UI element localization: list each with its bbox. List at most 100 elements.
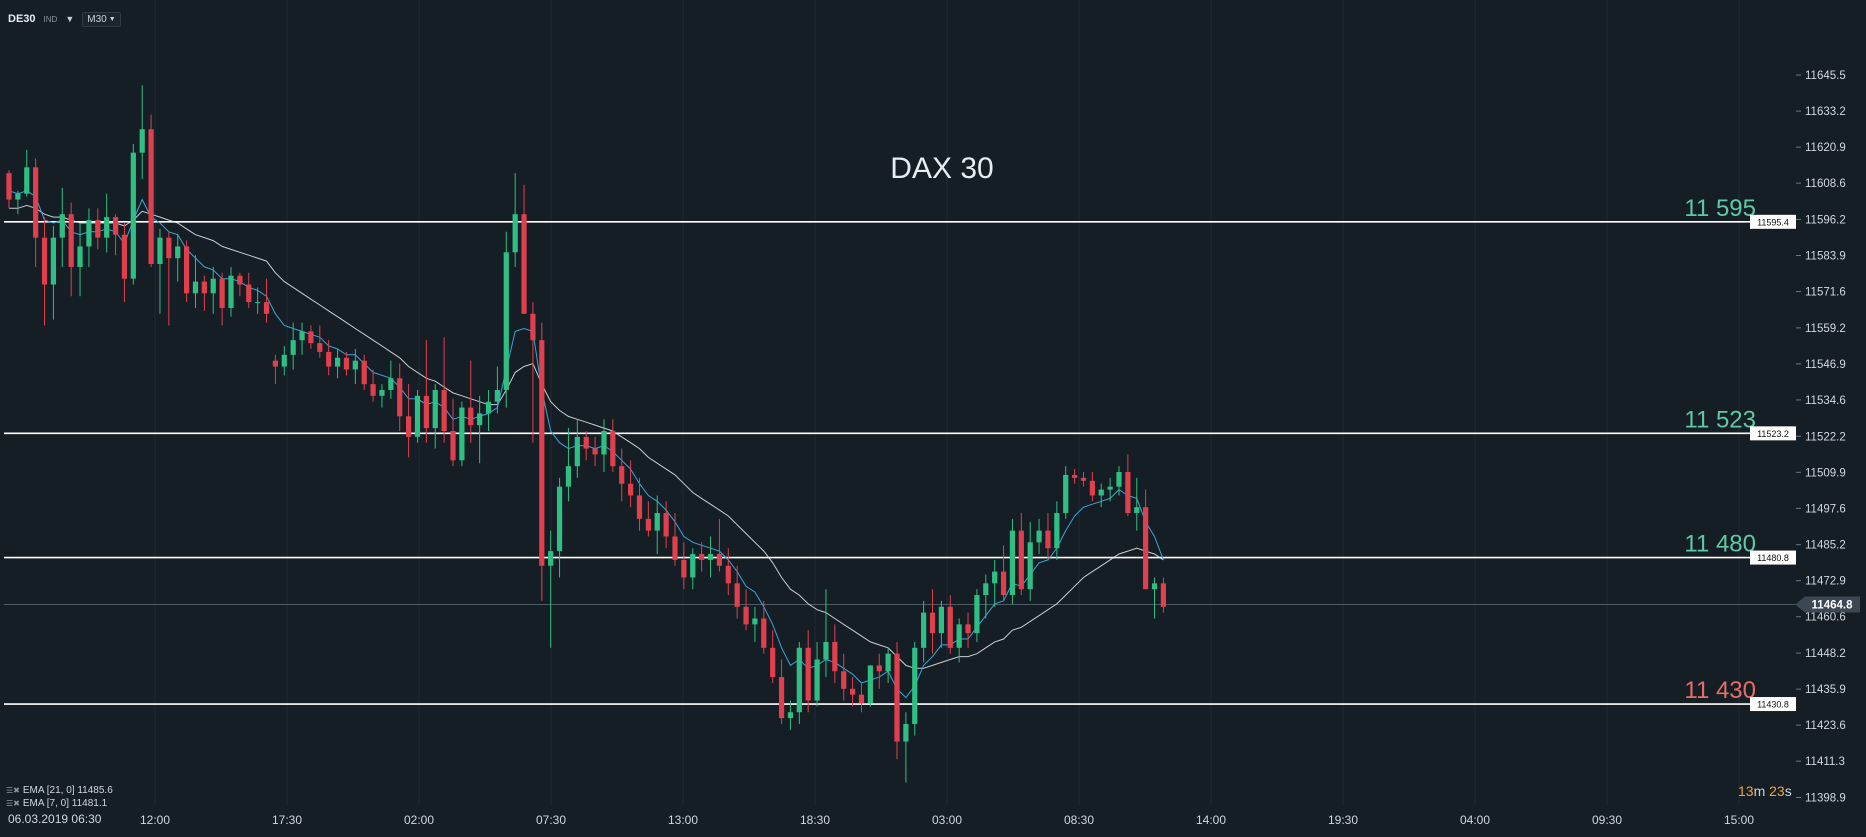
timeframe-button[interactable]: M30 ▼ — [82, 11, 121, 27]
candle-bearish — [734, 565, 740, 619]
candle-body — [104, 217, 110, 238]
candle-bearish — [672, 513, 678, 566]
time-tick-label: 02:00 — [404, 813, 434, 827]
time-tick-label: 18:30 — [800, 813, 830, 827]
candle-body — [707, 554, 714, 560]
candle-bearish — [272, 354, 278, 385]
candle-bullish — [1098, 483, 1104, 508]
level-tag — [1750, 697, 1796, 712]
candle-bullish — [334, 348, 341, 379]
candle-bearish — [246, 272, 252, 308]
candle-body — [912, 647, 918, 724]
candle-bearish — [521, 184, 527, 314]
candle-body — [317, 343, 323, 352]
level-tag — [1750, 426, 1796, 441]
symbol-label[interactable]: DE30 — [8, 13, 36, 25]
candle-bullish — [938, 600, 944, 648]
candle-body — [406, 416, 412, 437]
candle-body — [139, 129, 145, 153]
candle-bullish — [707, 536, 714, 578]
candle-bearish — [1089, 472, 1095, 502]
candle-body — [450, 431, 456, 461]
candle-body — [494, 389, 500, 402]
settings-icon[interactable]: ☰✖ — [6, 786, 20, 795]
candle-bullish — [1036, 518, 1042, 555]
candle-body — [1143, 507, 1149, 590]
candle-bearish — [725, 548, 731, 596]
candle-body — [334, 357, 341, 367]
market-dropdown-icon[interactable]: ▼ — [65, 14, 75, 24]
candle-bullish — [1063, 466, 1069, 519]
candle-body — [68, 214, 74, 267]
level-tag-text: 11595.4 — [1757, 217, 1789, 227]
candle-body — [672, 536, 678, 560]
candle-bearish — [1143, 489, 1149, 590]
candle-body — [1107, 486, 1113, 490]
candle-body — [255, 302, 261, 304]
candle-bearish — [663, 501, 669, 549]
candle-bearish — [894, 641, 900, 760]
candle-body — [805, 647, 811, 701]
level-tag — [1750, 550, 1796, 565]
candle-bullish — [130, 143, 136, 285]
candle-bullish — [1054, 501, 1060, 560]
candle-body — [645, 518, 651, 531]
candle-bearish — [166, 231, 172, 326]
candle-body — [1000, 571, 1007, 596]
candle-bearish — [263, 278, 270, 323]
candle-body — [299, 331, 305, 341]
candle-body — [210, 278, 216, 294]
candle-bullish — [15, 190, 21, 215]
candle-bullish — [1116, 466, 1122, 496]
candle-bullish — [1107, 477, 1113, 502]
candle-bearish — [423, 340, 429, 443]
price-tick-label: 11559.2 — [1805, 323, 1846, 335]
candle-bearish — [1000, 545, 1007, 601]
candle-bullish — [787, 700, 794, 730]
candle-body — [237, 275, 243, 285]
candle-bullish — [192, 255, 199, 308]
candle-body — [192, 281, 199, 294]
candle-bearish — [1045, 513, 1051, 560]
price-tick-label: 11608.6 — [1805, 178, 1846, 190]
settings-icon[interactable]: ☰✖ — [6, 799, 20, 808]
candle-body — [1098, 489, 1104, 496]
time-tick-label: 09:30 — [1592, 813, 1622, 827]
candle-body — [814, 659, 820, 701]
indicator-ema-7[interactable]: ☰✖ EMA [7, 0] 11481.1 — [6, 797, 113, 810]
candle-bullish — [1027, 521, 1033, 601]
timeframe-label: M30 — [87, 13, 107, 25]
candle-bearish — [929, 589, 936, 654]
candle-body — [592, 448, 598, 455]
candle-body — [778, 677, 785, 719]
indicator-ema-21[interactable]: ☰✖ EMA [21, 0] 11485.6 — [6, 784, 113, 797]
chevron-down-icon: ▼ — [108, 15, 116, 23]
candle-body — [95, 220, 101, 238]
candle-body — [246, 284, 252, 303]
candle-bullish — [565, 428, 572, 502]
price-tick-label: 11534.6 — [1805, 395, 1846, 407]
price-tick-label: 11411.3 — [1805, 756, 1845, 768]
candle-body — [876, 665, 882, 672]
candle-body — [885, 653, 891, 672]
candle-body — [1054, 513, 1060, 549]
candle-bearish — [237, 272, 243, 297]
timer-m: m — [1753, 783, 1766, 799]
candle-bullish — [477, 395, 483, 464]
current-price-tag — [1795, 596, 1860, 613]
candle-body — [565, 466, 572, 487]
price-tick-label: 11398.9 — [1805, 793, 1846, 805]
candle-bearish — [876, 653, 882, 689]
candle-body — [548, 551, 554, 566]
candle-bearish — [397, 363, 403, 431]
candle-body — [752, 618, 758, 625]
candle-bullish — [512, 173, 518, 267]
candle-body — [33, 167, 39, 238]
candle-body — [654, 513, 660, 531]
candle-body — [521, 214, 527, 314]
candle-bullish — [210, 266, 216, 314]
candle-bullish — [86, 208, 92, 267]
candle-bearish — [112, 214, 119, 256]
candle-body — [86, 220, 92, 247]
